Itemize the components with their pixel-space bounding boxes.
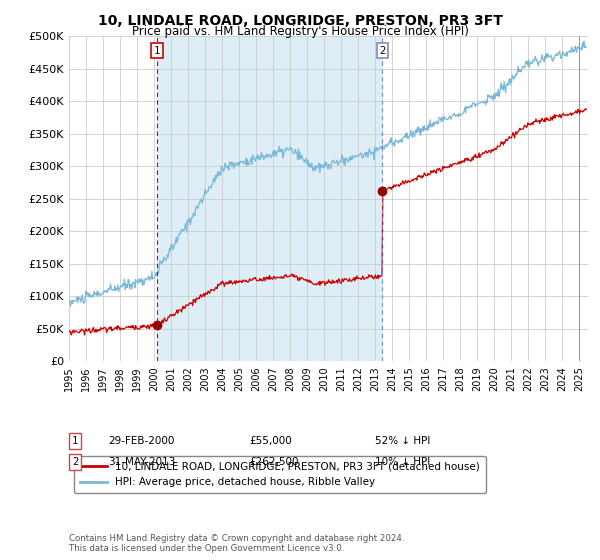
Text: 1: 1	[154, 46, 160, 55]
Bar	[157, 36, 382, 361]
Text: 10% ↓ HPI: 10% ↓ HPI	[375, 457, 430, 467]
Text: 2: 2	[379, 46, 385, 55]
Text: 31-MAY-2013: 31-MAY-2013	[108, 457, 175, 467]
Text: 2: 2	[72, 457, 78, 467]
Text: 10, LINDALE ROAD, LONGRIDGE, PRESTON, PR3 3FT: 10, LINDALE ROAD, LONGRIDGE, PRESTON, PR…	[98, 14, 502, 28]
Text: Contains HM Land Registry data © Crown copyright and database right 2024.
This d: Contains HM Land Registry data © Crown c…	[69, 534, 404, 553]
Text: £262,500: £262,500	[249, 457, 299, 467]
Text: 29-FEB-2000: 29-FEB-2000	[108, 436, 175, 446]
Text: 52% ↓ HPI: 52% ↓ HPI	[375, 436, 430, 446]
Text: £55,000: £55,000	[249, 436, 292, 446]
Text: 1: 1	[72, 436, 78, 446]
Text: Price paid vs. HM Land Registry's House Price Index (HPI): Price paid vs. HM Land Registry's House …	[131, 25, 469, 38]
Legend: 10, LINDALE ROAD, LONGRIDGE, PRESTON, PR3 3FT (detached house), HPI: Average pri: 10, LINDALE ROAD, LONGRIDGE, PRESTON, PR…	[74, 456, 486, 493]
